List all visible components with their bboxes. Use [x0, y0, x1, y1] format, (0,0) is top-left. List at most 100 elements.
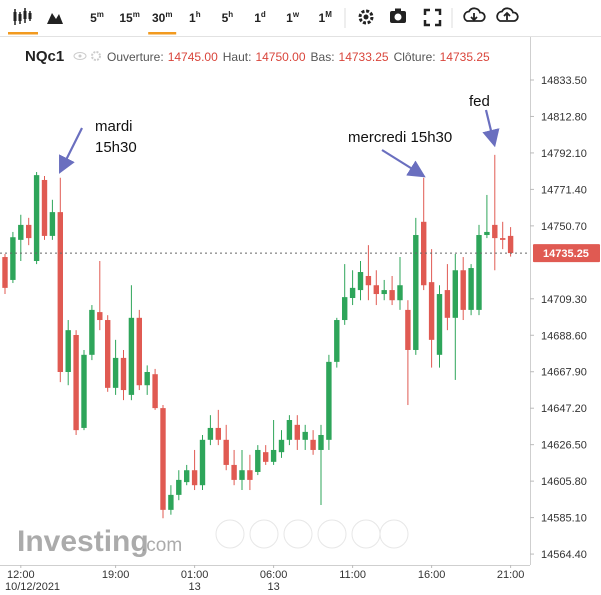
nav-button[interactable]: [351, 519, 381, 549]
candle-body: [81, 354, 87, 428]
y-tick-label: 14667.90: [541, 367, 587, 379]
candle-body: [349, 287, 356, 299]
nav-button[interactable]: [317, 519, 347, 549]
candle-body: [184, 470, 190, 483]
candle-body: [160, 408, 166, 510]
x-tick-label: 11:00: [339, 569, 366, 581]
candle-body: [176, 479, 182, 495]
header-value: 14745.00: [168, 50, 218, 64]
interval-unit: h: [228, 10, 233, 19]
interval-button[interactable]: 30m: [152, 10, 172, 25]
interval-value: 1: [254, 11, 261, 25]
download-button[interactable]: [463, 7, 486, 22]
interval-button[interactable]: 5m: [90, 10, 104, 25]
nav-button[interactable]: [249, 519, 279, 549]
candle-body: [507, 235, 514, 254]
candle-body: [136, 317, 142, 386]
x-date-label: 10/12/2021: [5, 581, 60, 593]
candle-body: [18, 224, 24, 240]
candle-body: [255, 449, 261, 472]
annotation: 15h30: [95, 139, 137, 156]
candle-body: [278, 439, 285, 453]
candle-body: [199, 439, 206, 486]
screenshot-button[interactable]: [390, 8, 406, 24]
y-tick-label: 14688.60: [541, 330, 587, 342]
interval-unit: m: [133, 10, 140, 19]
y-tick-label: 14771.40: [541, 184, 587, 196]
candle-body: [294, 424, 300, 440]
y-tick-label: 14585.10: [541, 513, 587, 525]
interval-unit: m: [97, 10, 104, 19]
candle-body: [10, 237, 16, 280]
y-tick-label: 14812.80: [541, 111, 587, 123]
area-type-button[interactable]: [47, 13, 63, 24]
y-tick-label: 14626.50: [541, 440, 587, 452]
interval-value: 1: [189, 11, 196, 25]
visibility-icon[interactable]: [73, 52, 87, 60]
candle-body: [421, 221, 427, 286]
y-tick-label: 14564.40: [541, 549, 587, 561]
interval-button[interactable]: 5h: [222, 10, 234, 25]
candle-body: [41, 179, 48, 236]
interval-button[interactable]: 1w: [286, 10, 300, 25]
x-tick-label: 01:00: [181, 569, 209, 581]
candle-body: [397, 285, 403, 301]
candle-body: [326, 361, 332, 440]
interval-button[interactable]: 1h: [189, 10, 201, 25]
candle-body: [105, 320, 111, 388]
nav-button[interactable]: [379, 519, 409, 549]
candle-body: [89, 309, 95, 355]
candle-body: [231, 464, 237, 480]
candle-body: [2, 257, 8, 288]
annotation-arrow: [59, 127, 83, 174]
candle-body: [334, 320, 340, 362]
candle-body: [373, 285, 379, 295]
settings-button[interactable]: [358, 9, 374, 25]
watermark-text: Investing: [17, 525, 149, 558]
candle-body: [365, 275, 372, 286]
y-tick-label: 14647.20: [541, 403, 587, 415]
candle-body: [73, 335, 79, 431]
upload-button[interactable]: [496, 7, 519, 22]
active-indicator: [148, 32, 177, 35]
fullscreen-button[interactable]: [423, 8, 442, 27]
interval-button[interactable]: 1d: [254, 10, 266, 25]
interval-value: 1: [286, 11, 293, 25]
candle-body: [381, 290, 387, 295]
candle-body: [120, 357, 127, 391]
candle-body: [49, 212, 56, 236]
candle-body: [207, 427, 214, 440]
candle-body: [168, 494, 174, 510]
interval-button[interactable]: 1M: [319, 10, 333, 25]
annotation: fed: [469, 93, 490, 110]
candle-body: [112, 357, 119, 388]
chart-title: NQc1: [25, 48, 64, 65]
interval-unit: m: [165, 10, 172, 19]
y-tick-label: 14833.50: [541, 75, 587, 87]
candle-body: [476, 235, 482, 310]
annotation-arrow: [482, 109, 500, 148]
candle-body: [428, 282, 435, 340]
x-tick-label: 12:00: [7, 569, 35, 581]
y-tick-label: 14605.80: [541, 476, 587, 488]
candle-body: [152, 374, 158, 409]
candle-body: [97, 312, 103, 321]
plot-area: [0, 154, 530, 519]
x-date-label: 13: [188, 581, 200, 593]
nav-button[interactable]: [283, 519, 313, 549]
interval-unit: M: [325, 10, 332, 19]
header-value: 14733.25: [339, 50, 389, 64]
header-label: Haut:: [223, 50, 252, 64]
interval-button[interactable]: 15m: [119, 10, 139, 25]
series-settings-icon[interactable]: [91, 51, 101, 61]
candle-body: [215, 427, 221, 440]
candle-body: [460, 270, 466, 310]
watermark: Investing .com: [17, 525, 182, 558]
header-label: Ouverture:: [107, 50, 164, 64]
x-tick-label: 16:00: [418, 569, 446, 581]
nav-button[interactable]: [215, 519, 245, 549]
last-price-label: 14735.25: [543, 248, 589, 260]
candle-type-button[interactable]: [8, 8, 38, 35]
